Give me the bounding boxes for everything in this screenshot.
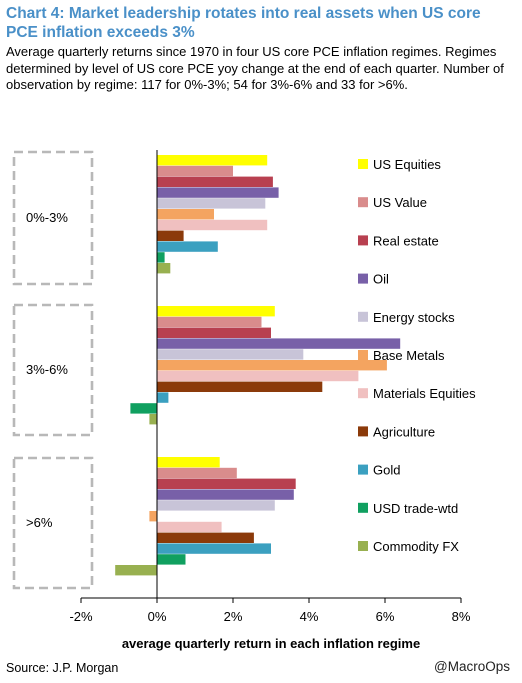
x-tick-label: 0% xyxy=(148,609,167,624)
legend-swatch xyxy=(358,541,368,551)
legend-swatch xyxy=(358,273,368,284)
legend-label: Energy stocks xyxy=(373,310,455,325)
x-tick-label: 2% xyxy=(224,609,243,624)
bar xyxy=(157,230,184,241)
bar xyxy=(157,327,271,338)
x-tick-label: 4% xyxy=(300,609,319,624)
bar xyxy=(157,360,387,371)
bar xyxy=(157,554,186,565)
bar xyxy=(157,155,268,166)
legend-label: USD trade-wtd xyxy=(373,501,458,516)
bar xyxy=(157,338,401,349)
bar xyxy=(157,500,275,511)
bar xyxy=(157,241,218,252)
bar xyxy=(157,165,233,177)
regime-box xyxy=(12,456,94,590)
bar xyxy=(157,532,254,543)
bar xyxy=(157,370,359,382)
legend-label: Materials Equities xyxy=(373,386,476,401)
x-tick-label: -2% xyxy=(69,609,93,624)
legend-label: Agriculture xyxy=(373,424,435,439)
bar xyxy=(157,316,262,328)
bar xyxy=(157,543,271,554)
legend-swatch xyxy=(358,388,368,399)
bar xyxy=(157,263,171,274)
legend-swatch xyxy=(358,502,368,513)
credit-handle: @MacroOps xyxy=(434,659,510,674)
x-tick-label: 8% xyxy=(452,609,471,624)
bar xyxy=(157,457,220,468)
legend-swatch xyxy=(358,426,368,437)
regime-label: 3%-6% xyxy=(26,362,68,377)
legend-label: US Value xyxy=(373,195,427,210)
bar xyxy=(157,521,222,533)
legend-label: Real estate xyxy=(373,233,439,248)
bar xyxy=(157,219,268,231)
chart-title: Chart 4: Market leadership rotates into … xyxy=(6,5,481,41)
bar xyxy=(157,306,275,317)
regime-box xyxy=(12,303,94,437)
legend-label: Gold xyxy=(373,463,400,478)
regime-label: >6% xyxy=(26,515,53,530)
legend-swatch xyxy=(358,350,368,360)
bar xyxy=(157,209,214,220)
source-note: Source: J.P. Morgan xyxy=(6,661,119,675)
bar xyxy=(157,489,294,500)
legend-swatch xyxy=(358,159,368,169)
bar xyxy=(157,381,323,392)
legend-label: Commodity FX xyxy=(373,539,459,554)
legend-swatch xyxy=(358,464,368,475)
legend-swatch xyxy=(358,235,368,246)
legend-label: Base Metals xyxy=(373,348,445,363)
chart-subtitle: Average quarterly returns since 1970 in … xyxy=(6,44,504,92)
legend-label: Oil xyxy=(373,272,389,287)
x-tick-label: 6% xyxy=(376,609,395,624)
legend-label: US Equities xyxy=(373,157,441,172)
bar xyxy=(157,252,165,263)
bar xyxy=(157,392,169,403)
legend-swatch xyxy=(358,197,368,208)
bar xyxy=(157,176,273,187)
bar xyxy=(130,403,157,414)
x-axis-title: average quarterly return in each inflati… xyxy=(122,636,420,651)
legend-swatch xyxy=(358,311,368,322)
bar xyxy=(115,565,157,576)
regime-box xyxy=(12,150,94,286)
bar xyxy=(157,187,279,198)
regime-label: 0%-3% xyxy=(26,210,68,225)
bar xyxy=(157,478,296,489)
bar xyxy=(149,511,157,522)
bar xyxy=(157,198,266,209)
bar xyxy=(149,414,157,425)
bar xyxy=(157,349,304,360)
bar xyxy=(157,467,237,479)
